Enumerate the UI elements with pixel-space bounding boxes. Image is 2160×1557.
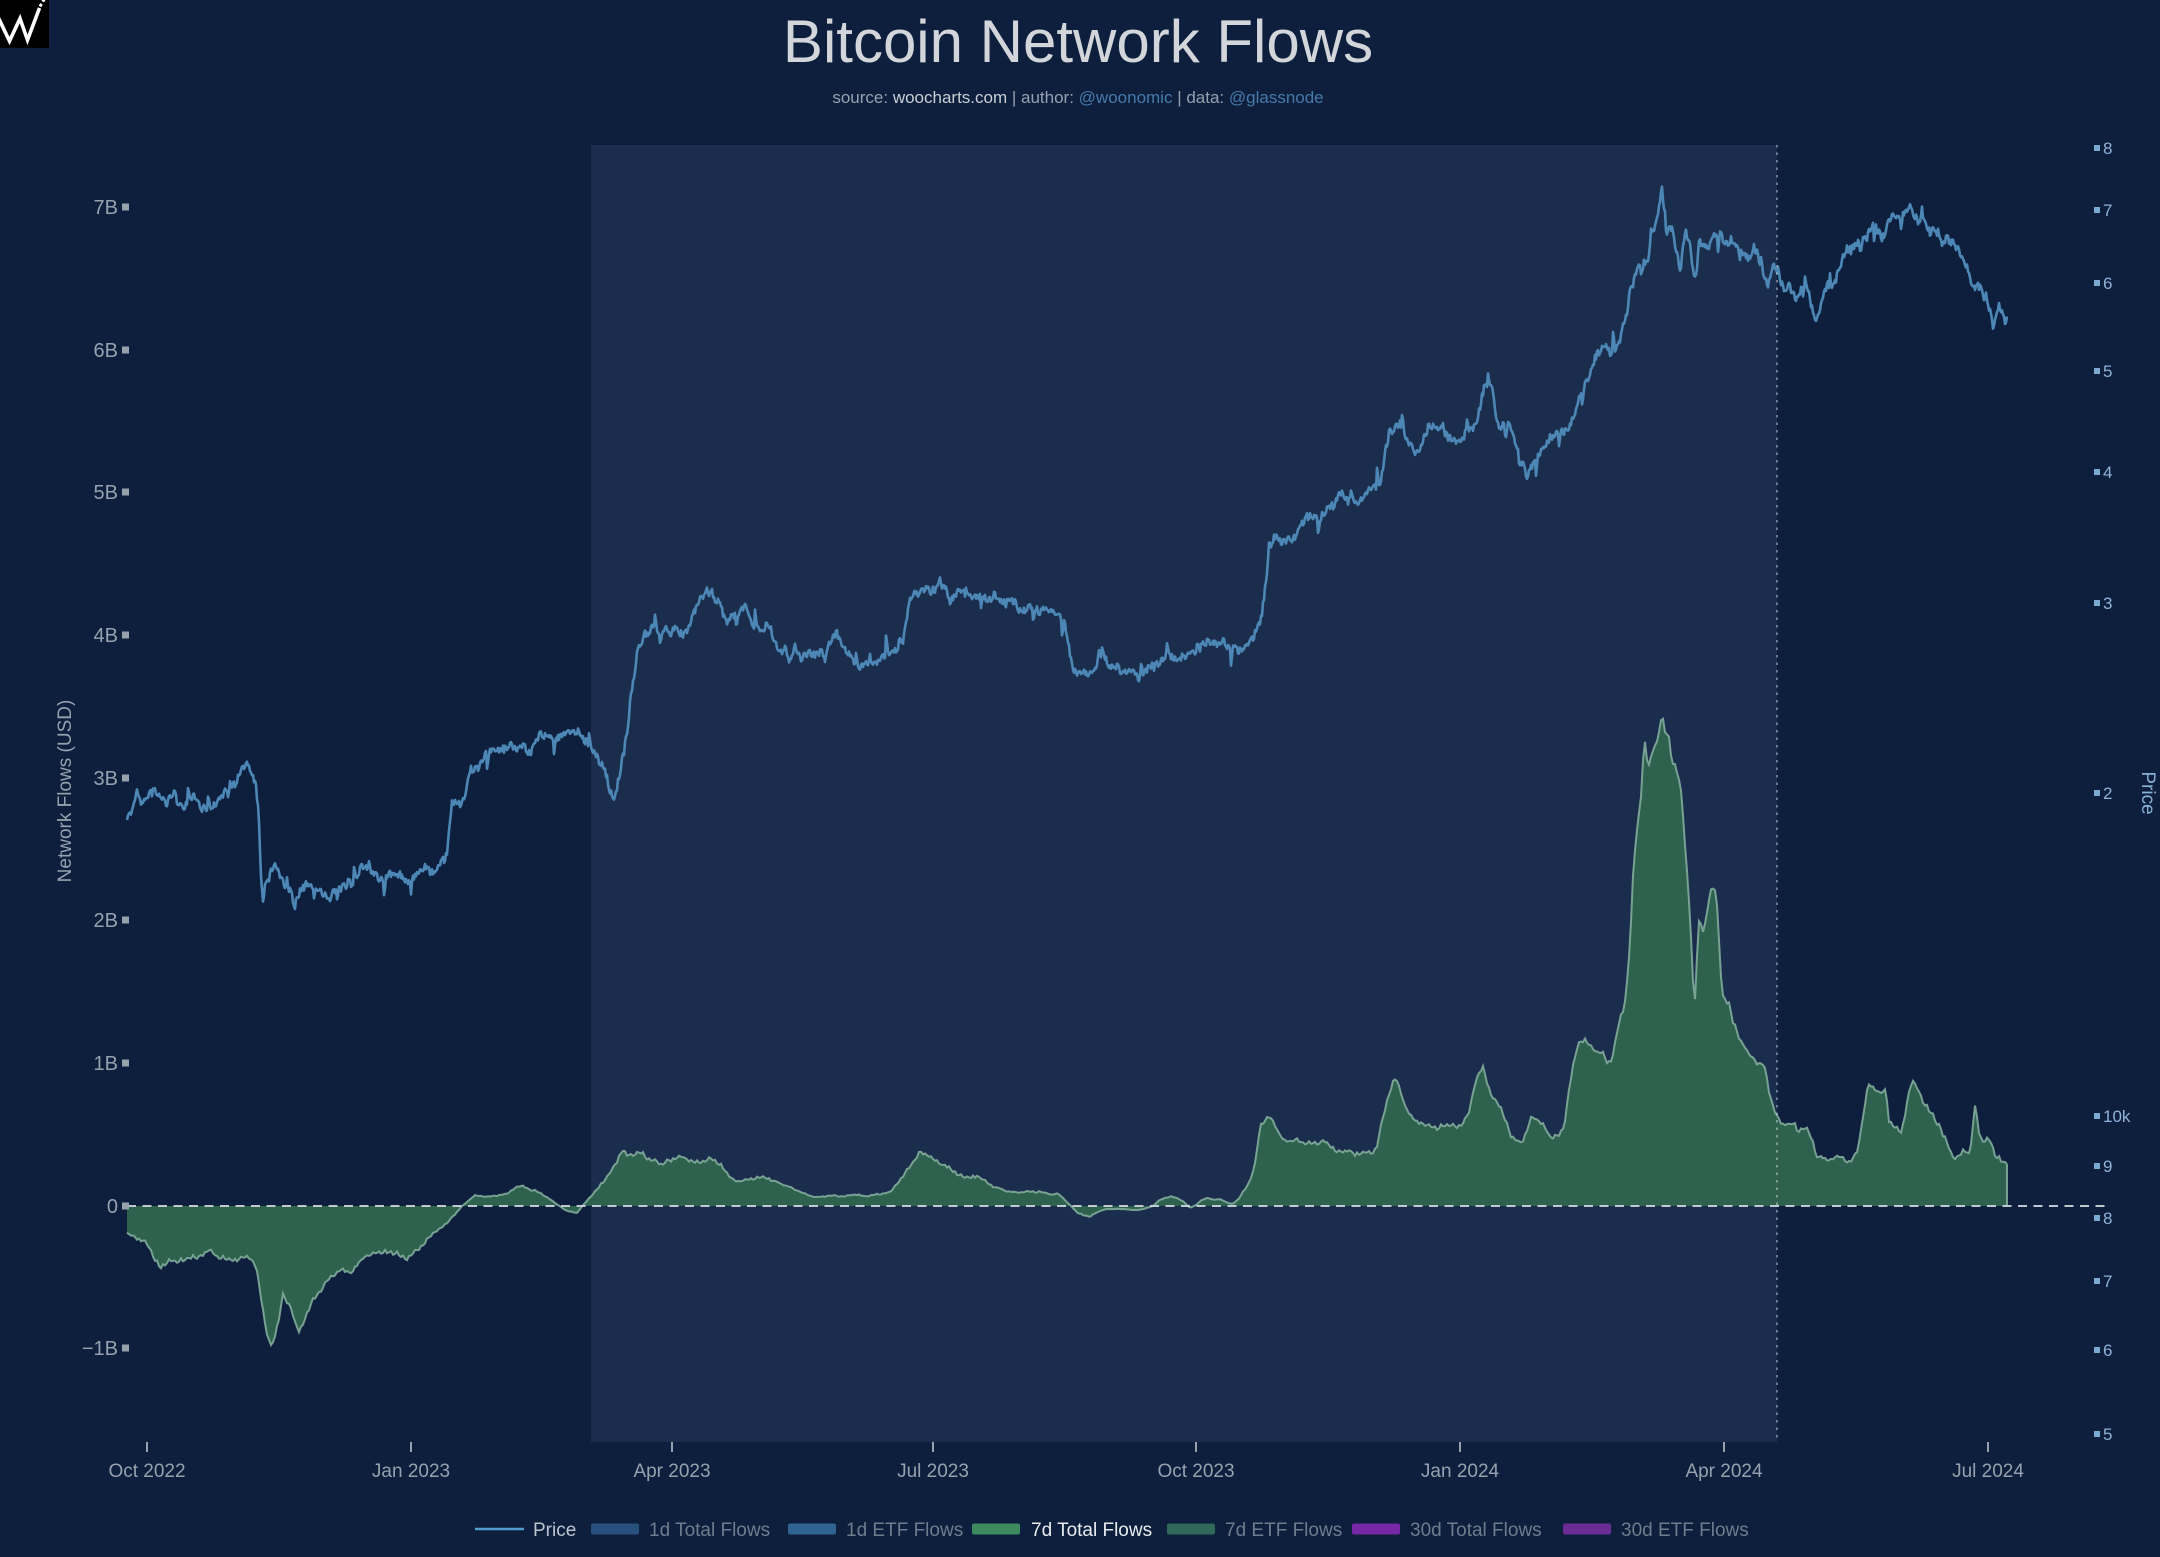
svg-text:8: 8 bbox=[2103, 139, 2112, 158]
svg-text:0: 0 bbox=[107, 1196, 118, 1218]
svg-text:5B: 5B bbox=[94, 482, 118, 504]
svg-text:6B: 6B bbox=[94, 340, 118, 362]
svg-text:Jul 2023: Jul 2023 bbox=[897, 1461, 969, 1482]
svg-text:Price: Price bbox=[533, 1520, 576, 1541]
svg-text:Jan 2024: Jan 2024 bbox=[1421, 1461, 1500, 1482]
svg-text:7d Total Flows: 7d Total Flows bbox=[1031, 1520, 1152, 1541]
svg-text:10k: 10k bbox=[2103, 1107, 2131, 1126]
svg-text:2B: 2B bbox=[94, 910, 118, 932]
svg-text:Apr 2023: Apr 2023 bbox=[633, 1461, 710, 1482]
svg-text:1B: 1B bbox=[94, 1053, 118, 1075]
svg-text:9: 9 bbox=[2103, 1157, 2112, 1176]
svg-text:Oct 2023: Oct 2023 bbox=[1157, 1461, 1234, 1482]
svg-text:source: woocharts.com | author: source: woocharts.com | author: @woonomi… bbox=[832, 88, 1323, 107]
svg-text:Price: Price bbox=[2137, 771, 2158, 814]
svg-text:5: 5 bbox=[2103, 1425, 2112, 1444]
svg-text:Apr 2024: Apr 2024 bbox=[1685, 1461, 1763, 1482]
svg-text:−1B: −1B bbox=[82, 1338, 118, 1360]
svg-text:7B: 7B bbox=[94, 197, 118, 219]
svg-text:Network Flows (USD): Network Flows (USD) bbox=[55, 700, 76, 883]
svg-text:Bitcoin Network Flows: Bitcoin Network Flows bbox=[783, 8, 1373, 75]
svg-text:30d Total Flows: 30d Total Flows bbox=[1410, 1520, 1542, 1541]
svg-text:4: 4 bbox=[2103, 463, 2112, 482]
svg-text:5: 5 bbox=[2103, 362, 2112, 381]
svg-text:6: 6 bbox=[2103, 1341, 2112, 1360]
svg-text:4B: 4B bbox=[94, 625, 118, 647]
svg-text:Jan 2023: Jan 2023 bbox=[372, 1461, 450, 1482]
svg-text:Oct 2022: Oct 2022 bbox=[108, 1461, 185, 1482]
svg-text:7: 7 bbox=[2103, 201, 2112, 220]
svg-text:3B: 3B bbox=[94, 768, 118, 790]
svg-text:1d Total Flows: 1d Total Flows bbox=[649, 1520, 770, 1541]
svg-text:Jul 2024: Jul 2024 bbox=[1952, 1461, 2024, 1482]
svg-text:8: 8 bbox=[2103, 1209, 2112, 1228]
svg-text:30d ETF Flows: 30d ETF Flows bbox=[1621, 1520, 1749, 1541]
svg-text:7d ETF Flows: 7d ETF Flows bbox=[1225, 1520, 1342, 1541]
svg-text:1d ETF Flows: 1d ETF Flows bbox=[846, 1520, 963, 1541]
svg-text:6: 6 bbox=[2103, 274, 2112, 293]
svg-text:7: 7 bbox=[2103, 1272, 2112, 1291]
svg-text:2: 2 bbox=[2103, 784, 2112, 803]
svg-text:3: 3 bbox=[2103, 594, 2112, 613]
